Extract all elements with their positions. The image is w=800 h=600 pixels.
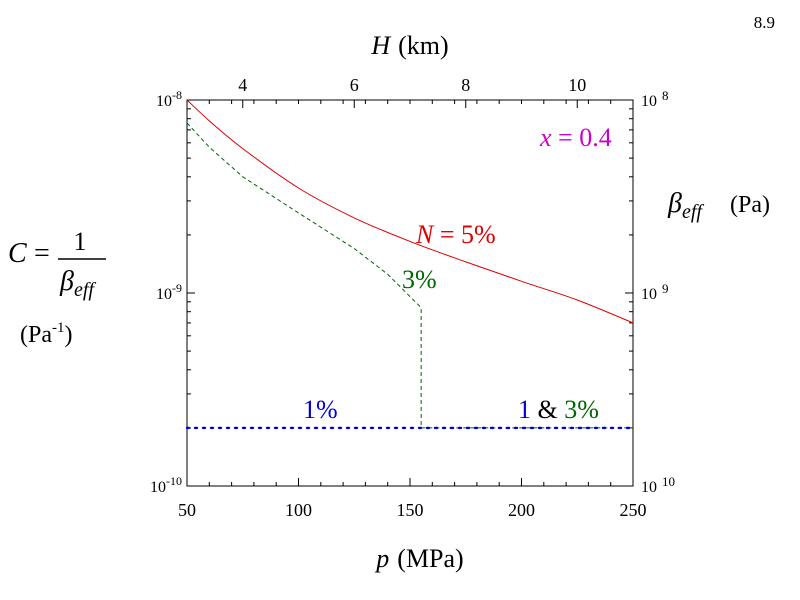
bottom-axis: 50 100 150 200 250 xyxy=(178,100,647,520)
annotation-1-and-3: 1 & 3% xyxy=(518,395,599,424)
top-axis-unit: (km) xyxy=(398,31,449,60)
top-tick-label: 4 xyxy=(238,75,247,95)
left-unit-exp: -1 xyxy=(52,320,65,336)
x-tick-label: 150 xyxy=(397,500,424,520)
left-label-unit: (Pa-1) xyxy=(20,320,73,348)
left-label-den-main: β xyxy=(59,266,74,297)
top-axis: 4 6 8 10 xyxy=(238,75,586,108)
annotation-1: 1% xyxy=(303,395,338,424)
x-tick-label: 200 xyxy=(508,500,535,520)
top-tick-label: 8 xyxy=(461,75,470,95)
top-axis-label: H (km) xyxy=(370,31,448,60)
x-axis-var: p xyxy=(374,544,389,573)
left-label-den-sub: eff xyxy=(74,279,96,301)
left-unit-post: ) xyxy=(65,322,73,348)
left-axis-label: C = 1 βeff (Pa-1) xyxy=(8,227,106,348)
top-tick-label: 6 xyxy=(350,75,359,95)
annotation-x-rest: = 0.4 xyxy=(552,123,612,152)
annotation-three: 3% xyxy=(564,395,599,424)
annotation-x-var: x xyxy=(539,123,552,152)
annotation-amp: & xyxy=(531,395,564,424)
y-tick-label: 10-8 xyxy=(156,88,182,110)
annotation-x-eq: x = 0.4 xyxy=(539,123,612,152)
right-axis-label: βeff (Pa) xyxy=(667,188,770,223)
y-right-tick-label: 10 10 xyxy=(641,474,675,496)
top-axis-var: H xyxy=(370,31,391,60)
left-label-num: 1 xyxy=(74,227,87,256)
left-axis: 10-10 10-9 10-8 xyxy=(150,88,195,496)
right-label-main: β xyxy=(667,188,682,219)
left-label-eq: = xyxy=(34,238,50,269)
top-tick-label: 10 xyxy=(568,75,586,95)
annotation-one: 1 xyxy=(518,395,531,424)
right-label-sub: eff xyxy=(682,201,704,223)
annotation-n-rest: = 5% xyxy=(433,220,495,249)
x-axis-unit: (MPa) xyxy=(397,544,463,573)
left-label-lhs: C xyxy=(8,238,27,269)
left-unit-pre: (Pa xyxy=(20,322,52,348)
left-label-den: βeff xyxy=(59,266,96,301)
y-tick-label: 10-10 xyxy=(150,474,182,496)
annotation-3: 3% xyxy=(402,265,437,294)
x-tick-label: 100 xyxy=(285,500,312,520)
right-label-unit: (Pa) xyxy=(730,192,770,218)
annotation-n-var: N xyxy=(415,220,435,249)
series-line xyxy=(186,99,634,324)
x-tick-label: 250 xyxy=(620,500,647,520)
series-layer xyxy=(185,99,635,430)
y-right-tick-label: 10 8 xyxy=(641,88,669,110)
annotation-n-5: N = 5% xyxy=(415,220,496,249)
y-tick-label: 10-9 xyxy=(156,281,182,303)
right-label-var: βeff xyxy=(667,188,704,223)
x-axis-label: p (MPa) xyxy=(374,544,463,573)
y-right-tick-label: 10 9 xyxy=(641,281,669,303)
series-line xyxy=(186,122,633,429)
x-tick-label: 50 xyxy=(178,500,196,520)
page-number: 8.9 xyxy=(754,13,775,32)
